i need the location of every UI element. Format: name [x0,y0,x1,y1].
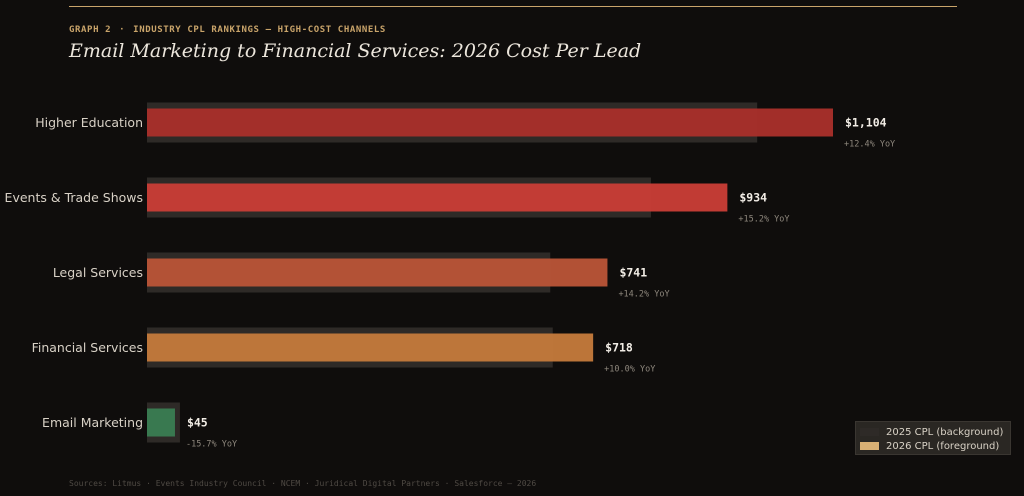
category-label: Higher Education [35,115,143,130]
category-label: Email Marketing [42,415,143,430]
bar-2026 [147,333,594,362]
chart-title: Email Marketing to Financial Services: 2… [69,40,642,62]
yoy-label: +10.0% YoY [604,365,655,375]
value-label: $934 [739,191,767,205]
bar-chart: Higher Education $1,104 +12.4% YoY Events &… [5,102,895,450]
legend-item-2026: 2026 CPL (foreground) [860,439,1010,453]
top-rule [69,6,957,7]
bar-2026 [147,258,608,287]
value-label: $45 [187,416,208,430]
value-label: $718 [605,341,633,355]
value-label: $1,104 [845,116,887,130]
bar-2026 [147,183,728,212]
yoy-label: +14.2% YoY [618,290,669,300]
kicker-graph-number: GRAPH 2 [69,25,112,35]
category-label: Legal Services [53,265,143,280]
yoy-label: +15.2% YoY [738,215,789,225]
value-label: $741 [619,266,647,280]
sources-footnote: Sources: Litmus · Events Industry Counci… [69,479,537,488]
bar-2026 [147,408,175,437]
legend-swatch-2026 [860,442,879,450]
kicker-separator: · [119,25,126,35]
category-label: Events & Trade Shows [5,190,143,205]
legend-label-2026: 2026 CPL (foreground) [886,440,1000,452]
legend-item-2025: 2025 CPL (background) [860,425,1010,439]
category-label: Financial Services [32,340,143,355]
graph-kicker: GRAPH 2 · INDUSTRY CPL RANKINGS — HIGH-COS… [69,25,386,35]
bar-2026 [147,108,833,137]
legend-label-2025: 2025 CPL (background) [886,426,1004,438]
yoy-label: +12.4% YoY [844,140,895,150]
legend: 2025 CPL (background) 2026 CPL (foregrou… [855,421,1011,455]
legend-swatch-2025 [860,428,879,436]
yoy-label: -15.7% YoY [186,440,237,450]
kicker-topic: INDUSTRY CPL RANKINGS — HIGH-COST CHANNE… [133,25,386,35]
